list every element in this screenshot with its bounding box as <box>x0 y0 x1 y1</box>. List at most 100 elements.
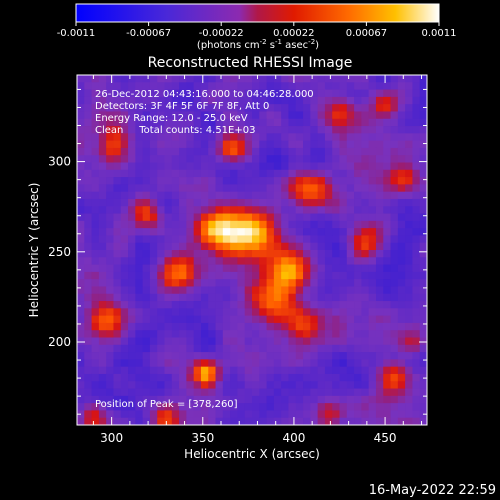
heatmap-cell <box>237 381 246 389</box>
heatmap-cell <box>412 191 421 200</box>
heatmap-cell <box>186 250 195 258</box>
heatmap-cell <box>106 220 114 229</box>
heatmap-cell <box>149 82 158 90</box>
heatmap-cell <box>113 308 122 317</box>
heatmap-cell <box>310 155 319 163</box>
heatmap-cell <box>164 206 173 214</box>
heatmap-cell <box>164 89 173 98</box>
heatmap-cell <box>273 96 282 105</box>
heatmap-cell <box>361 250 370 258</box>
heatmap-cell <box>317 301 326 309</box>
heatmap-cell <box>412 417 421 426</box>
heatmap-cell <box>375 75 384 83</box>
heatmap-cell <box>84 257 92 265</box>
heatmap-cell <box>397 359 406 368</box>
heatmap-cell <box>259 264 267 273</box>
heatmap-cell <box>237 82 246 90</box>
heatmap-cell <box>135 381 144 389</box>
heatmap-cell <box>186 220 195 229</box>
heatmap-cell <box>222 315 231 324</box>
heatmap-cell <box>142 417 151 426</box>
heatmap-cell <box>142 264 151 273</box>
heatmap-cell <box>230 198 238 207</box>
heatmap-cell <box>208 271 216 280</box>
heatmap-cell <box>310 82 319 90</box>
heatmap-cell <box>288 82 297 90</box>
heatmap-cell <box>200 89 209 98</box>
heatmap-cell <box>164 279 173 287</box>
heatmap-cell <box>200 264 209 273</box>
heatmap-cell <box>317 206 326 214</box>
heatmap-cell <box>419 330 428 338</box>
heatmap-cell <box>113 366 122 375</box>
heatmap-cell <box>405 308 413 317</box>
heatmap-cell <box>193 315 202 324</box>
heatmap-cell <box>252 344 260 353</box>
heatmap-cell <box>164 96 173 105</box>
heatmap-cell <box>149 242 158 251</box>
heatmap-cell <box>128 198 136 207</box>
heatmap-cell <box>317 293 326 302</box>
heatmap-cell <box>135 235 144 244</box>
heatmap-cell <box>375 228 384 236</box>
heatmap-cell <box>375 213 384 222</box>
heatmap-cell <box>230 235 238 244</box>
heatmap-cell <box>84 147 92 156</box>
heatmap-cell <box>412 133 421 142</box>
heatmap-cell <box>113 301 122 309</box>
heatmap-cell <box>317 242 326 251</box>
heatmap-cell <box>405 293 413 302</box>
heatmap-cell <box>324 184 333 193</box>
heatmap-cell <box>339 96 348 105</box>
heatmap-cell <box>106 403 114 411</box>
heatmap-cell <box>354 147 362 156</box>
heatmap-cell <box>179 220 187 229</box>
heatmap-cell <box>84 308 92 317</box>
heatmap-cell <box>383 308 391 317</box>
heatmap-cell <box>215 403 224 411</box>
heatmap-cell <box>149 271 158 280</box>
heatmap-cell <box>252 308 260 317</box>
heatmap-cell <box>390 286 399 295</box>
heatmap-cell <box>98 82 107 90</box>
heatmap-cell <box>405 395 413 404</box>
heatmap-cell <box>288 264 297 273</box>
heatmap-cell <box>324 373 333 382</box>
heatmap-cell <box>346 140 355 149</box>
heatmap-cell <box>419 111 428 120</box>
heatmap-cell <box>273 330 282 338</box>
heatmap-cell <box>288 96 297 105</box>
heatmap-cell <box>375 286 384 295</box>
heatmap-cell <box>106 242 114 251</box>
heatmap-cell <box>383 388 391 397</box>
heatmap-cell <box>106 344 114 353</box>
heatmap-cell <box>179 155 187 163</box>
heatmap-cell <box>419 344 428 353</box>
heatmap-cell <box>390 162 399 171</box>
heatmap-cell <box>361 177 370 185</box>
heatmap-cell <box>324 403 333 411</box>
annotation-line: Clean Total counts: 4.51E+03 <box>95 125 255 136</box>
heatmap-cell <box>113 235 122 244</box>
heatmap-cell <box>324 191 333 200</box>
heatmap-cell <box>77 359 85 368</box>
heatmap-cell <box>281 82 289 90</box>
heatmap-cell <box>332 104 340 112</box>
heatmap-cell <box>310 111 319 120</box>
heatmap-cell <box>266 344 275 353</box>
heatmap-cell <box>295 308 304 317</box>
heatmap-cell <box>375 352 384 360</box>
heatmap-cell <box>273 184 282 193</box>
heatmap-cell <box>244 82 253 90</box>
heatmap-cell <box>303 206 311 214</box>
heatmap-cell <box>324 395 333 404</box>
heatmap-cell <box>222 140 231 149</box>
heatmap-cell <box>98 235 107 244</box>
heatmap-cell <box>215 301 224 309</box>
heatmap-cell <box>77 286 85 295</box>
heatmap-cell <box>383 118 391 127</box>
heatmap-cell <box>346 301 355 309</box>
heatmap-cell <box>361 373 370 382</box>
heatmap-cell <box>354 191 362 200</box>
heatmap-cell <box>346 155 355 163</box>
